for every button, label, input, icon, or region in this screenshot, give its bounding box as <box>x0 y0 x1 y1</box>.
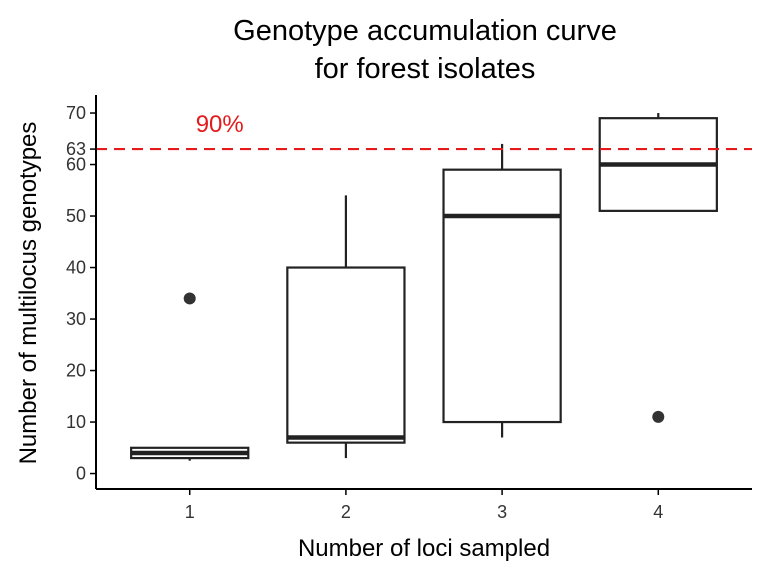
y-tick-label-70: 70 <box>66 103 86 123</box>
plot-area: 90% <box>96 111 752 461</box>
x-tick-label-4: 4 <box>653 502 663 522</box>
box-loci-4-outlier-0 <box>652 410 665 423</box>
y-tick-label-30: 30 <box>66 309 86 329</box>
y-tick-label-50: 50 <box>66 206 86 226</box>
x-tick-label-2: 2 <box>341 502 351 522</box>
y-tick-label-0: 0 <box>76 464 86 484</box>
reference-line-label: 90% <box>196 111 244 138</box>
y-tick-label-63: 63 <box>66 139 86 159</box>
x-tick-label-1: 1 <box>185 502 195 522</box>
chart-title-line-2: for forest isolates <box>315 53 536 85</box>
box-loci-1-outlier-0 <box>183 292 196 305</box>
box-loci-3-body <box>442 168 562 424</box>
y-tick-label-40: 40 <box>66 258 86 278</box>
y-tick-label-10: 10 <box>66 412 86 432</box>
y-axis-title: Number of multilocus genotypes <box>15 122 42 465</box>
box-loci-2-body <box>286 266 406 444</box>
chart-title-line-1: Genotype accumulation curve <box>233 15 617 47</box>
y-tick-label-20: 20 <box>66 361 86 381</box>
y-tick-label-60: 60 <box>66 155 86 175</box>
x-tick-label-3: 3 <box>497 502 507 522</box>
x-axis-title: Number of loci sampled <box>298 535 550 562</box>
